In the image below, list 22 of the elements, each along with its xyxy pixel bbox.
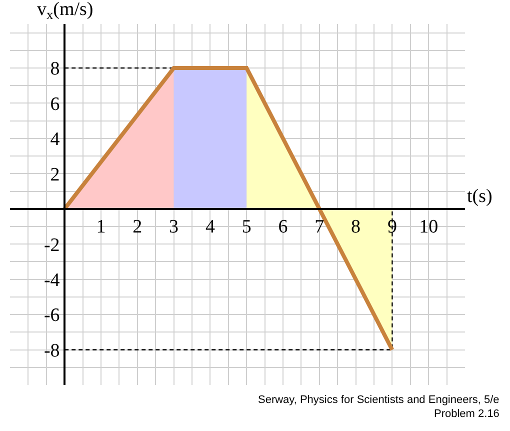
y-tick-label: -4 xyxy=(44,270,60,291)
x-tick-label: 5 xyxy=(242,216,252,238)
text: Problem 2.16 xyxy=(434,408,500,420)
x-tick-label: 8 xyxy=(351,216,361,238)
x-tick-label: 9 xyxy=(387,216,397,238)
y-axis-title: v$_{x}$(m/s) xyxy=(37,0,94,22)
y-tick-label: 8 xyxy=(50,58,60,80)
x-tick-label: 1 xyxy=(96,216,106,238)
x-tick-label: 2 xyxy=(132,216,142,238)
x-tick-label: 4 xyxy=(205,216,216,238)
y-tick-label: 6 xyxy=(50,94,60,115)
x-tick-label: 10 xyxy=(419,216,438,238)
y-tick-label: 4 xyxy=(50,129,60,150)
x-tick-label: 6 xyxy=(278,216,288,238)
y-tick-label: 2 xyxy=(50,164,60,186)
x-tick-label: 3 xyxy=(169,216,179,238)
y-tick-label: -2 xyxy=(44,234,60,256)
y-tick-label: -8 xyxy=(44,340,60,362)
x-tick-label: 7 xyxy=(314,216,324,238)
y-tick-label: -6 xyxy=(44,305,60,326)
text: Serway, Physics for Scientists and Engineers, 5/e xyxy=(258,394,500,406)
x-axis-title: t(s) xyxy=(467,186,492,207)
